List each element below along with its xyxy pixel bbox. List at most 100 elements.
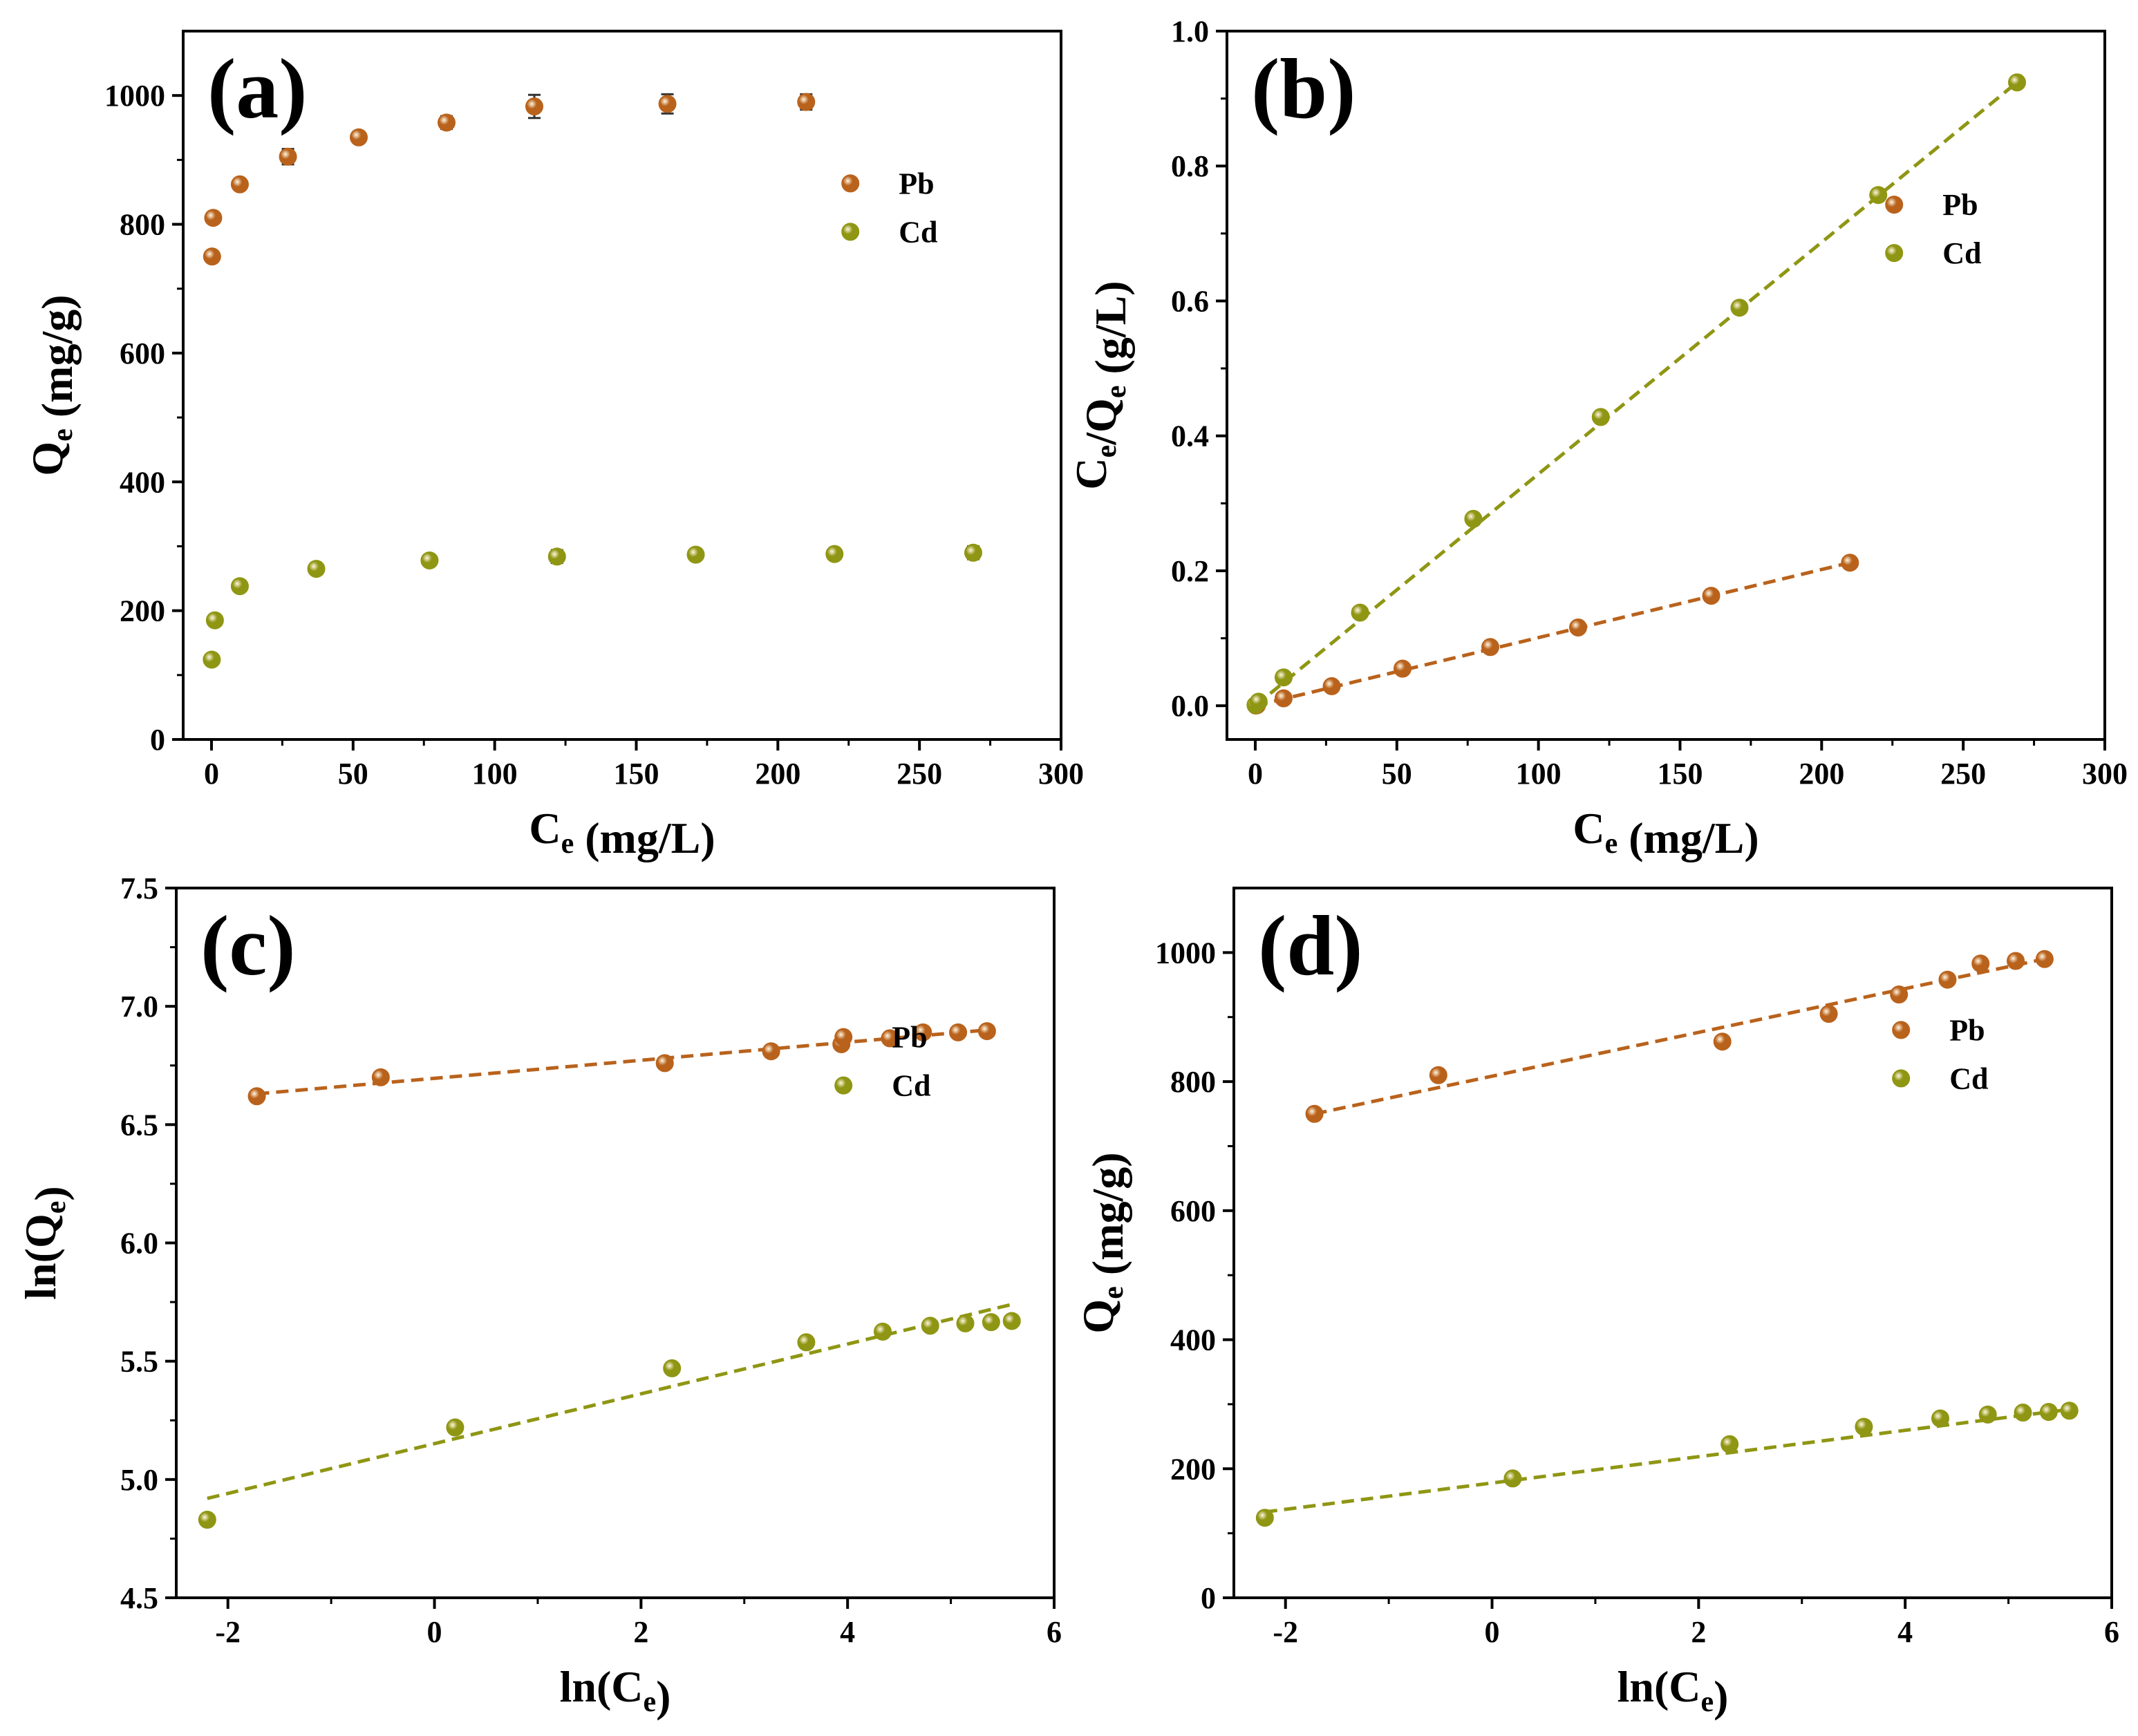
data-point-Cd xyxy=(2060,1402,2079,1420)
data-point-Cd xyxy=(1730,299,1749,317)
legend-label-Cd: Cd xyxy=(1949,1062,1988,1095)
panel-label: (d) xyxy=(1258,898,1363,993)
legend-marker-Pb xyxy=(1892,1021,1911,1039)
fit-line-Pb xyxy=(1255,560,1850,708)
data-point-Cd xyxy=(446,1418,465,1437)
y-axis-title-rest: (mg/g) xyxy=(32,294,82,428)
panel-label: (c) xyxy=(200,898,296,993)
data-point-Pb xyxy=(797,93,816,111)
x-tick-label: 4 xyxy=(1897,1615,1913,1649)
x-axis-title: ln(Ce) xyxy=(1617,1662,1729,1721)
legend: Pb Cd xyxy=(834,1021,930,1103)
x-tick-label: 100 xyxy=(472,757,518,791)
data-point-Pb xyxy=(914,1023,932,1041)
x-tick-label: 200 xyxy=(1799,757,1844,791)
y-tick-label: 0.2 xyxy=(1171,554,1209,588)
y-tick-label: 0.4 xyxy=(1171,419,1209,453)
y-axis-title-main-0: Q xyxy=(1073,1299,1123,1334)
data-point-Pb xyxy=(1569,618,1587,636)
x-tick-label: 250 xyxy=(1940,757,1986,791)
y-tick-label: 200 xyxy=(120,594,165,628)
data-point-Pb xyxy=(1305,1104,1324,1123)
y-tick-label: 0.8 xyxy=(1171,149,1209,183)
data-point-Cd xyxy=(1503,1469,1522,1488)
data-point-Cd xyxy=(1869,186,1888,205)
plot-frame xyxy=(182,30,1062,741)
data-point-Cd xyxy=(2008,73,2026,92)
y-tick-label: 600 xyxy=(1170,1194,1216,1228)
data-point-Pb xyxy=(203,247,221,266)
data-point-Pb xyxy=(2007,952,2025,970)
data-point-Pb xyxy=(658,95,677,113)
data-point-Cd xyxy=(1274,668,1293,687)
x-tick-label: 4 xyxy=(840,1615,855,1649)
panel-a: 0 50 100 150 200 250 300 0 200 400 600 800 1000 Ce (m… xyxy=(23,30,1084,862)
x-tick-label: 0 xyxy=(204,757,219,791)
y-tick-label: 7.5 xyxy=(120,871,158,905)
data-point-Pb xyxy=(279,147,297,166)
panel-c: -2 0 2 4 64.55.05.56.06.57.07.5ln(Ce)ln(Qe)(… xyxy=(16,871,1062,1721)
x-tick-label: 300 xyxy=(2082,757,2128,791)
data-point-Cd xyxy=(921,1317,939,1335)
y-tick-label: 7.0 xyxy=(120,990,158,1023)
y-tick-label: 0 xyxy=(1201,1581,1216,1615)
data-point-Pb xyxy=(1394,659,1412,678)
series-Pb xyxy=(1246,554,1859,715)
data-point-Cd xyxy=(230,577,249,596)
legend-label-Cd: Cd xyxy=(892,1069,930,1103)
y-tick-label: 5.5 xyxy=(120,1345,158,1379)
y-tick-label: 1000 xyxy=(104,79,165,113)
series-Pb xyxy=(203,93,816,266)
x-axis-title: ln(Ce) xyxy=(560,1662,671,1721)
y-axis-title-rest: ) xyxy=(26,1186,75,1200)
x-tick-label: 50 xyxy=(338,757,368,791)
y-axis-title-rest: (g/L) xyxy=(1086,281,1135,385)
x-tick-label: 200 xyxy=(755,757,800,791)
legend-marker-Cd xyxy=(834,1076,853,1095)
y-axis-title-sub-1: e xyxy=(1100,386,1132,399)
fit-line-Cd xyxy=(1264,1407,2070,1514)
x-axis-title: Ce (mg/L) xyxy=(1573,804,1759,862)
x-tick-label: -2 xyxy=(1273,1615,1298,1649)
data-point-Pb xyxy=(949,1023,968,1041)
data-point-Cd xyxy=(420,551,439,569)
data-point-Cd xyxy=(547,547,566,566)
panel-b: 0 50 100 150 200 250 300 0.0 0.2 0.4 0.6 0.8 1.0 Ce (… xyxy=(1067,15,2128,862)
data-point-Cd xyxy=(203,650,221,669)
panel-label: (b) xyxy=(1251,41,1356,136)
legend-marker-Cd xyxy=(1885,244,1904,263)
y-tick-label: 400 xyxy=(1170,1323,1216,1357)
data-point-Cd xyxy=(663,1359,682,1377)
y-axis-title-sub-0: e xyxy=(47,428,79,442)
data-point-Cd xyxy=(825,545,844,563)
x-axis-title-main-0: C xyxy=(1573,804,1604,853)
data-point-Cd xyxy=(1002,1312,1021,1330)
y-axis-title-main-0: Q xyxy=(23,442,72,476)
y-axis-title-sub-0: e xyxy=(40,1201,72,1214)
x-tick-label: 6 xyxy=(1047,1615,1062,1649)
data-point-Cd xyxy=(198,1511,216,1529)
legend-marker-Pb xyxy=(834,1028,853,1046)
x-axis-title: Ce (mg/L) xyxy=(529,804,715,862)
data-point-Cd xyxy=(797,1333,816,1352)
y-axis-title: Ce/Qe (g/L) xyxy=(1067,281,1135,489)
data-point-Pb xyxy=(1274,689,1293,708)
y-axis-title-rest: (mg/g) xyxy=(1083,1152,1132,1286)
y-axis-title-main-1: /Q xyxy=(1076,398,1125,446)
legend-marker-Cd xyxy=(1892,1069,1911,1088)
data-point-Pb xyxy=(1702,587,1720,605)
y-tick-label: 400 xyxy=(120,465,165,499)
y-tick-label: 4.5 xyxy=(120,1581,158,1615)
data-point-Pb xyxy=(438,113,456,132)
fit-line-Pb xyxy=(256,1028,988,1096)
data-point-Pb xyxy=(1841,554,1859,572)
plot-frame xyxy=(1226,30,2106,741)
y-axis-title: ln(Qe) xyxy=(16,1186,75,1299)
x-axis-title-main-0: ln(C xyxy=(560,1662,644,1711)
x-tick-label: 150 xyxy=(613,757,659,791)
data-point-Pb xyxy=(247,1087,266,1106)
x-axis-title-rest: ) xyxy=(1714,1672,1728,1721)
data-point-Pb xyxy=(881,1029,899,1048)
plot-frame xyxy=(175,887,1056,1599)
